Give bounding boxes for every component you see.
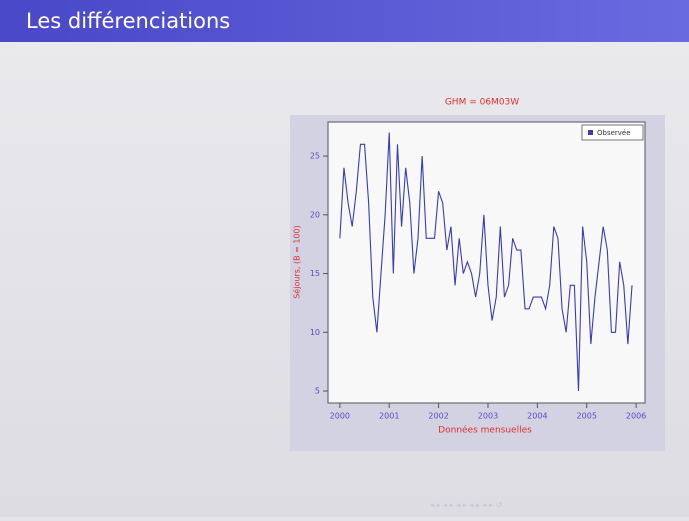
x-tick-label: 2004: [527, 412, 547, 421]
y-tick-label: 10: [310, 328, 320, 337]
legend-label: Observée: [597, 129, 631, 137]
x-tick-label: 2002: [428, 412, 448, 421]
x-tick-label: 2005: [577, 412, 597, 421]
y-tick-label: 20: [310, 210, 320, 219]
legend-swatch: [588, 130, 593, 135]
plot-area: [327, 121, 646, 404]
chart-title: GHM = 06M03W: [445, 98, 519, 108]
data-line: [339, 132, 633, 392]
nav-icon: ◂ ▸ ◂ ▸ ◂ ▸ ◂ ▸ ◂ ▸ ↺: [430, 501, 503, 510]
y-tick-label: 25: [310, 152, 320, 161]
slide-nav: ◂ ▸ ◂ ▸ ◂ ▸ ◂ ▸ ◂ ▸ ↺: [430, 501, 503, 510]
y-tick-label: 5: [315, 387, 320, 396]
x-tick-label: 2001: [379, 412, 399, 421]
x-tick-label: 2000: [330, 412, 350, 421]
x-tick-label: 2003: [478, 412, 498, 421]
x-axis-label: Données mensuelles: [438, 425, 532, 436]
legend-box: [581, 124, 644, 141]
x-tick-label: 2006: [626, 412, 646, 421]
title-bar: [0, 0, 689, 42]
slide-title: Les différenciations: [26, 9, 230, 33]
y-axis-label: Séjours, (B = 100): [292, 225, 302, 299]
y-tick-label: 15: [310, 269, 320, 278]
